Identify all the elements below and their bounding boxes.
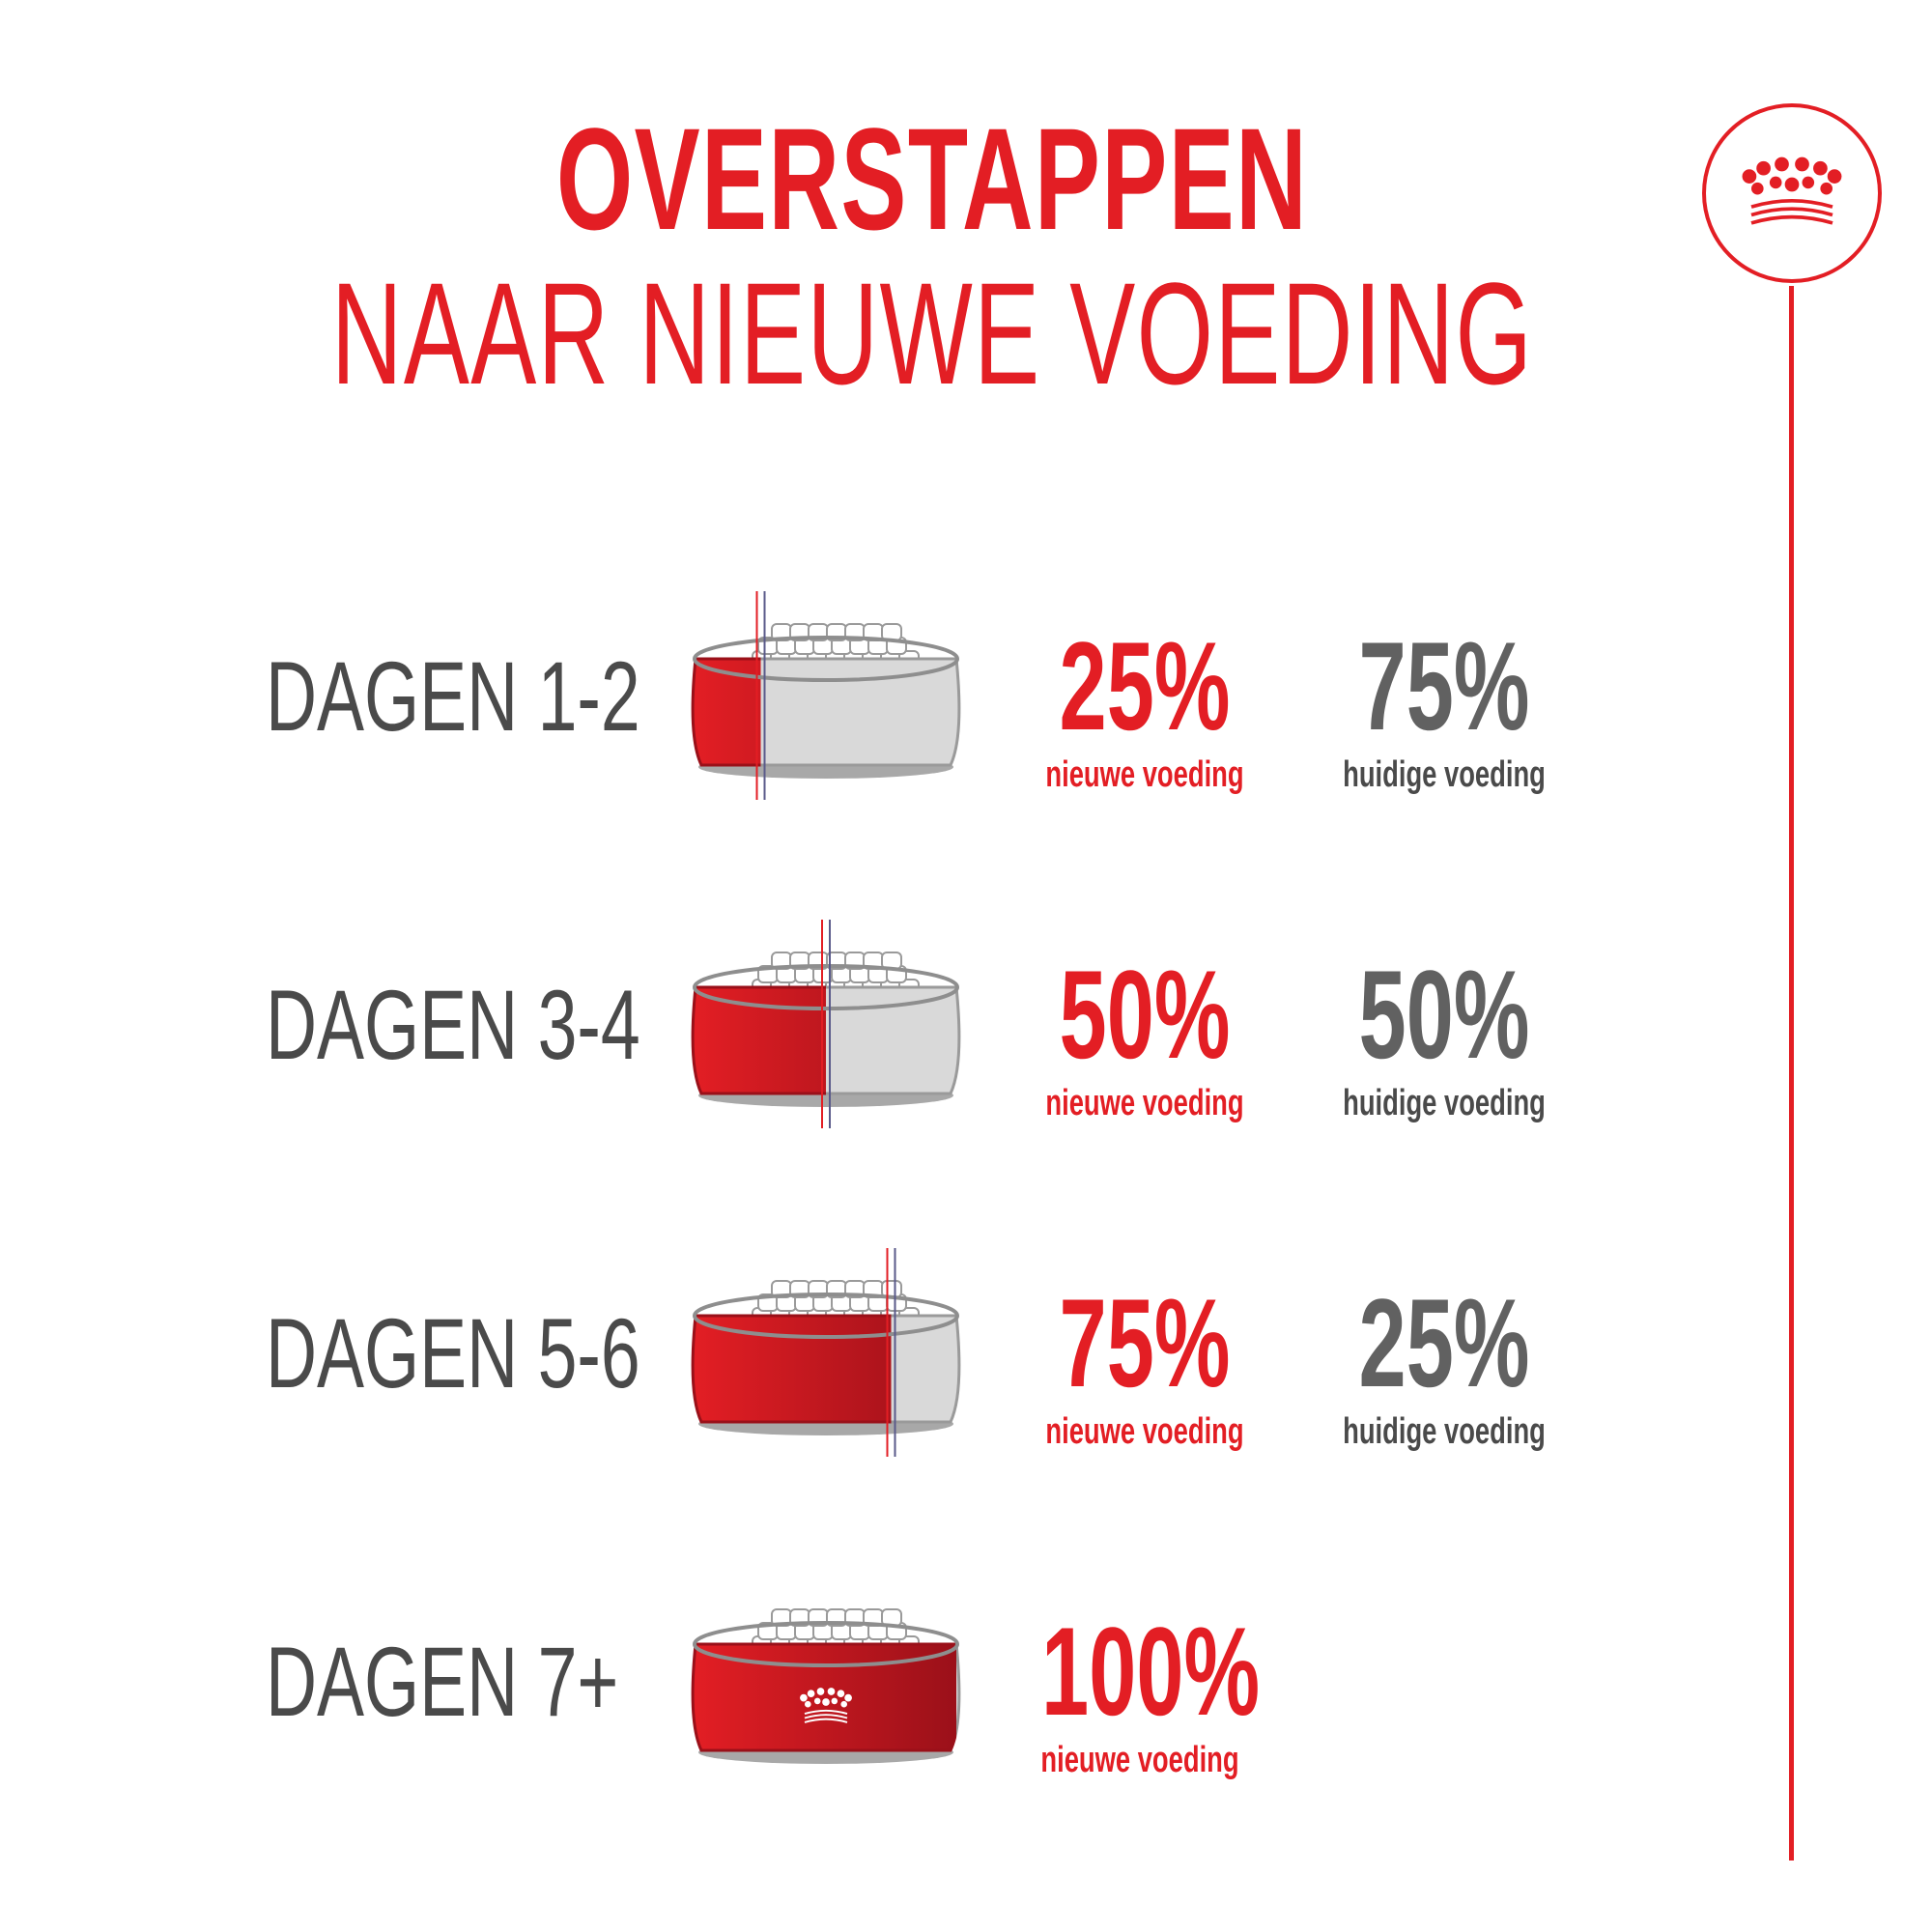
crown-dot [831, 1697, 838, 1705]
page-subtitle: NAAR NIEUWE VOEDING [330, 252, 1534, 414]
step-row-2: DAGEN 3-4 50% nieuwe voeding 50% huidige… [0, 918, 1642, 1130]
step-row-3: DAGEN 5-6 75% nieuwe voeding 25% huidige… [0, 1246, 1642, 1459]
new-food-stat: 75% nieuwe voeding [1000, 1280, 1290, 1450]
current-food-stat: 50% huidige voeding [1299, 952, 1589, 1122]
bowl-new-part [691, 657, 761, 767]
current-food-percentage: 50% [1358, 944, 1530, 1085]
new-food-caption: nieuwe voeding [1040, 1740, 1239, 1780]
crown-band [1750, 207, 1833, 217]
new-food-percentage: 75% [1059, 1272, 1231, 1413]
food-bowl-icon [691, 920, 961, 1128]
crown-dot [1827, 169, 1842, 184]
food-bowl-icon [691, 1608, 961, 1764]
new-food-caption: nieuwe voeding [1045, 1083, 1244, 1123]
crown-dot [1795, 156, 1809, 172]
crown-dot [1775, 156, 1789, 172]
crown-dot [822, 1698, 830, 1706]
bowl-rim [693, 636, 959, 682]
food-bowl-icon [691, 1248, 961, 1457]
day-label: DAGEN 5-6 [266, 1298, 640, 1408]
page-title: OVERSTAPPEN [555, 98, 1309, 260]
crown-dot [1769, 176, 1782, 189]
current-food-caption: huidige voeding [1343, 1083, 1546, 1123]
new-food-stat: 100% nieuwe voeding [995, 1608, 1285, 1778]
current-food-caption: huidige voeding [1343, 1411, 1546, 1452]
crown-logo-icon [1702, 103, 1882, 283]
bowl-current-part [826, 985, 961, 1095]
current-food-percentage: 25% [1358, 1272, 1530, 1413]
new-food-percentage: 50% [1059, 944, 1231, 1085]
crown-dot [816, 1688, 825, 1695]
crown-dot [805, 1700, 811, 1708]
timeline-bar [1789, 286, 1794, 1861]
current-food-stat: 25% huidige voeding [1299, 1280, 1589, 1450]
crown-dot [827, 1688, 836, 1695]
new-food-stat: 25% nieuwe voeding [1000, 623, 1290, 793]
food-bowl-icon [691, 591, 961, 800]
crown-band [1750, 198, 1833, 209]
day-label: DAGEN 1-2 [266, 641, 640, 752]
bowl-rim [693, 1621, 959, 1667]
crown-dot [1751, 182, 1764, 195]
crown-band [804, 1709, 848, 1716]
new-food-percentage: 100% [1041, 1601, 1261, 1742]
crown-dot [837, 1690, 845, 1698]
bowl-new-part [691, 1314, 892, 1424]
crown-dot [807, 1690, 815, 1698]
current-food-caption: huidige voeding [1343, 754, 1546, 795]
crown-icon [1742, 156, 1842, 225]
crown-dot [840, 1700, 847, 1708]
new-food-caption: nieuwe voeding [1045, 754, 1244, 795]
crown-band [804, 1718, 848, 1723]
bowl-current-part [760, 657, 961, 767]
crown-dot [813, 1697, 821, 1705]
new-food-stat: 50% nieuwe voeding [1000, 952, 1290, 1122]
bowl-crown-icon [800, 1688, 852, 1723]
crown-dot [844, 1693, 852, 1702]
current-food-stat: 75% huidige voeding [1299, 623, 1589, 793]
step-row-1: DAGEN 1-2 25% nieuwe voeding 75% huidige… [0, 589, 1642, 802]
new-food-caption: nieuwe voeding [1045, 1411, 1244, 1452]
crown-dot [1802, 176, 1815, 189]
crown-dot [1820, 182, 1833, 195]
day-label: DAGEN 3-4 [266, 970, 640, 1080]
crown-dot [1742, 169, 1757, 184]
bowl-current-part [891, 1314, 961, 1424]
bowl-rim [693, 1293, 959, 1339]
crown-band [804, 1714, 848, 1719]
bowl-current-part [956, 1642, 961, 1738]
crown-dot [1813, 160, 1828, 176]
new-food-percentage: 25% [1059, 615, 1231, 756]
crown-dot [800, 1693, 808, 1702]
current-food-percentage: 75% [1358, 615, 1530, 756]
bowl-rim [693, 964, 959, 1010]
crown-band [1750, 214, 1833, 225]
timeline-line [1789, 286, 1794, 1861]
bowl-new-part [691, 985, 826, 1095]
step-row-4: DAGEN 7+ 100% nieuwe voeding [0, 1575, 1642, 1787]
crown-dot [1756, 160, 1771, 176]
logo-ring [1702, 103, 1882, 283]
day-label: DAGEN 7+ [266, 1627, 619, 1737]
bowl-new-part [691, 1642, 956, 1752]
crown-dot [1784, 177, 1800, 192]
